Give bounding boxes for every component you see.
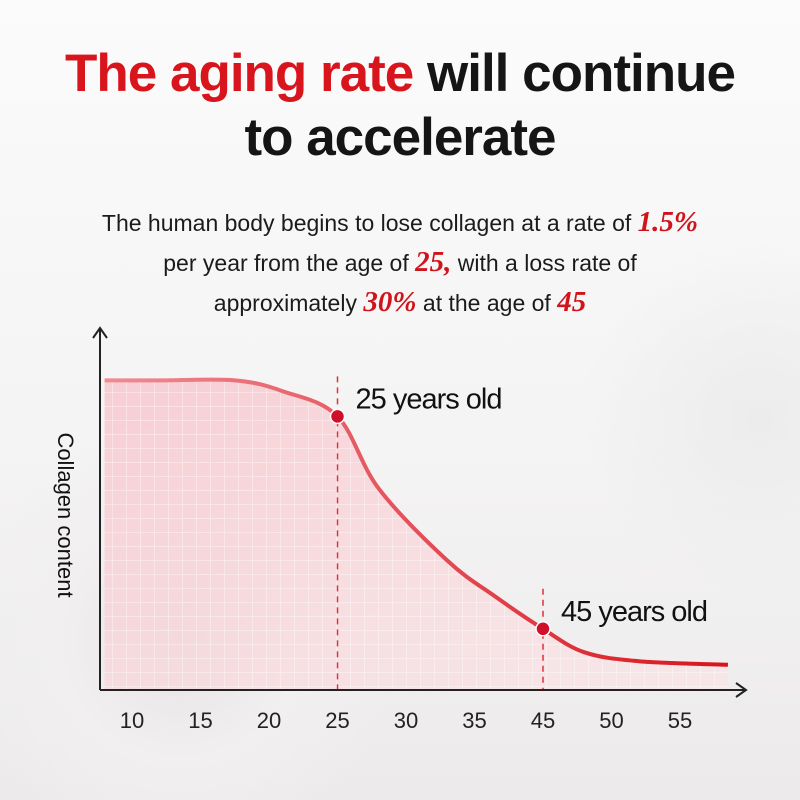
x-tick-label: 50 [599, 708, 623, 733]
y-axis-arrow [92, 326, 108, 339]
subtitle-text: with a loss rate of [457, 250, 637, 276]
title-highlight: The aging rate [65, 44, 414, 103]
start-age-value: 25, [415, 246, 452, 278]
subtitle-text: approximately [213, 290, 357, 316]
annotation-label: 45 years old [561, 596, 707, 628]
x-axis-arrow [735, 682, 748, 698]
subtitle-text: at the age of [422, 290, 551, 316]
x-tick-label: 25 [325, 708, 349, 733]
subtitle-text: The human body begins to lose collagen a… [101, 210, 632, 236]
title-rest: will continue [427, 44, 736, 103]
age-value: 45 [557, 286, 587, 318]
x-tick-label: 45 [531, 708, 555, 733]
page-title: The aging rate will continue to accelera… [0, 42, 800, 170]
x-tick-label: 10 [120, 708, 144, 733]
loss-value: 30% [363, 286, 417, 318]
annotation-point [329, 408, 346, 425]
x-tick-label: 35 [462, 708, 486, 733]
x-tick-label: 15 [188, 708, 212, 733]
area-grid [104, 379, 728, 689]
annotation-label: 25 years old [356, 383, 502, 415]
x-tick-label: 55 [668, 708, 692, 733]
rate-value: 1.5% [637, 206, 699, 238]
x-tick-label: 20 [257, 708, 281, 733]
title-line2: to accelerate [244, 108, 556, 167]
x-tick-label: 30 [394, 708, 418, 733]
subtitle-text: per year from the age of [163, 250, 409, 276]
annotation-point [535, 621, 551, 637]
subtitle: The human body begins to lose collagen a… [0, 203, 800, 323]
collagen-curve [104, 377, 729, 667]
y-axis-label: Collagen content [53, 432, 78, 597]
